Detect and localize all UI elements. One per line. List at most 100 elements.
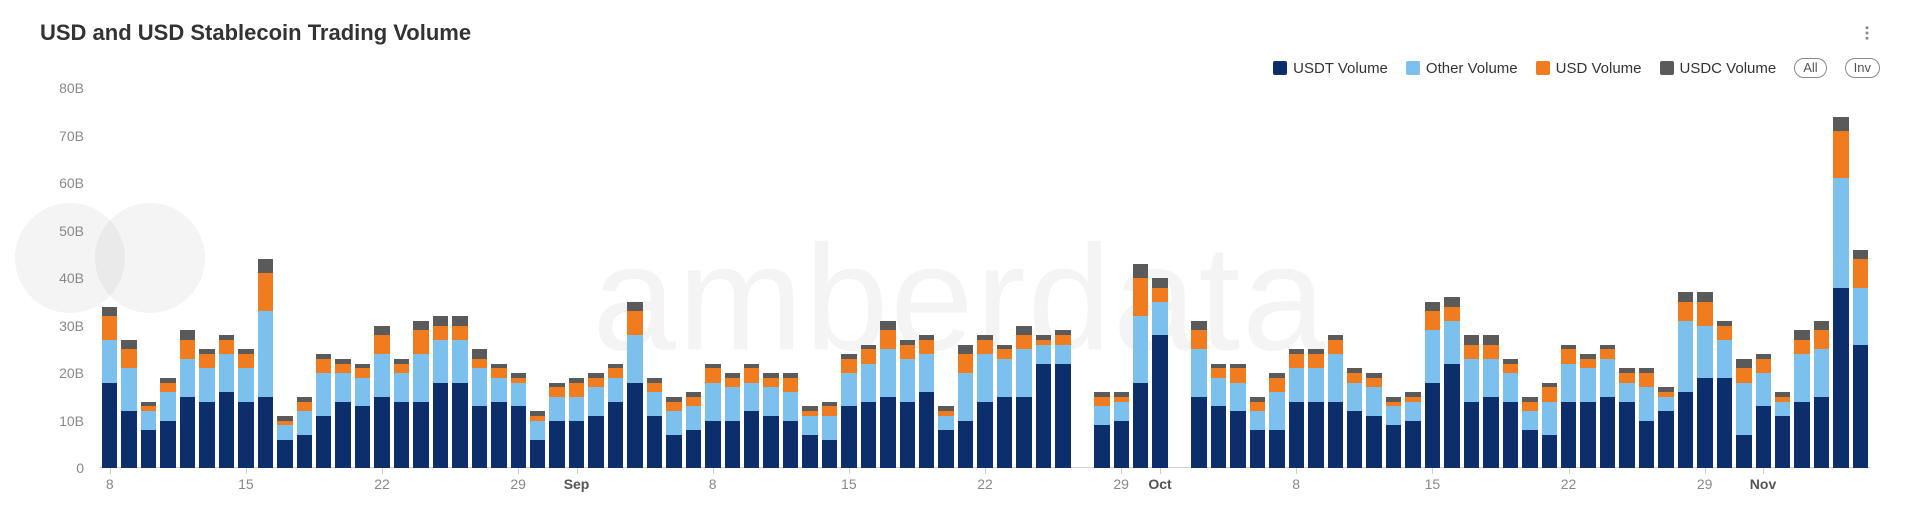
bar[interactable] [1114,88,1129,468]
legend-button-all[interactable]: All [1794,58,1826,78]
bar[interactable] [588,88,603,468]
bar-segment-usd [238,354,253,368]
bar[interactable] [880,88,895,468]
bar[interactable] [394,88,409,468]
bar[interactable] [1658,88,1673,468]
bar[interactable] [1308,88,1323,468]
bar[interactable] [1425,88,1440,468]
bar[interactable] [705,88,720,468]
bar[interactable] [608,88,623,468]
bar[interactable] [861,88,876,468]
bar[interactable] [1464,88,1479,468]
bar[interactable] [763,88,778,468]
bar[interactable] [1542,88,1557,468]
bar[interactable] [1230,88,1245,468]
bar[interactable] [1503,88,1518,468]
bar[interactable] [1289,88,1304,468]
legend-item-usdt[interactable]: USDT Volume [1273,60,1388,77]
legend-item-usd[interactable]: USD Volume [1536,60,1642,77]
bar[interactable] [1444,88,1459,468]
bar[interactable] [1814,88,1829,468]
bar[interactable] [1269,88,1284,468]
bar[interactable] [647,88,662,468]
bar[interactable] [180,88,195,468]
bar[interactable] [511,88,526,468]
bar[interactable] [1833,88,1848,468]
bar[interactable] [530,88,545,468]
bar[interactable] [102,88,117,468]
bar[interactable] [1580,88,1595,468]
legend-item-other[interactable]: Other Volume [1406,60,1518,77]
bar[interactable] [1678,88,1693,468]
legend-item-usdc[interactable]: USDC Volume [1660,60,1777,77]
legend-button-inv[interactable]: Inv [1845,58,1880,78]
bar[interactable] [1386,88,1401,468]
bar[interactable] [297,88,312,468]
bar[interactable] [549,88,564,468]
bar[interactable] [374,88,389,468]
bar[interactable] [1055,88,1070,468]
bar[interactable] [977,88,992,468]
bar[interactable] [1191,88,1206,468]
bar[interactable] [627,88,642,468]
bar[interactable] [1328,88,1343,468]
more-options-icon[interactable] [1854,20,1880,50]
bar[interactable] [997,88,1012,468]
bar[interactable] [841,88,856,468]
bar[interactable] [958,88,973,468]
bar[interactable] [355,88,370,468]
bar[interactable] [1736,88,1751,468]
bar[interactable] [1853,88,1868,468]
bar[interactable] [121,88,136,468]
bar[interactable] [258,88,273,468]
bar[interactable] [1522,88,1537,468]
bar[interactable] [491,88,506,468]
bar[interactable] [1347,88,1362,468]
bar[interactable] [900,88,915,468]
bar[interactable] [1794,88,1809,468]
bar[interactable] [919,88,934,468]
bar-segment-usdc [413,321,428,331]
bar[interactable] [199,88,214,468]
bar[interactable] [1697,88,1712,468]
bar[interactable] [1036,88,1051,468]
bar[interactable] [452,88,467,468]
bar[interactable] [938,88,953,468]
bar[interactable] [335,88,350,468]
bar[interactable] [1561,88,1576,468]
bar[interactable] [160,88,175,468]
bar[interactable] [1172,88,1187,468]
bar[interactable] [686,88,701,468]
bar[interactable] [1775,88,1790,468]
bar[interactable] [316,88,331,468]
bar[interactable] [744,88,759,468]
bar[interactable] [1250,88,1265,468]
bar[interactable] [1405,88,1420,468]
bar[interactable] [1483,88,1498,468]
bar[interactable] [1600,88,1615,468]
bar[interactable] [569,88,584,468]
bar[interactable] [1152,88,1167,468]
bar[interactable] [666,88,681,468]
bar[interactable] [1075,88,1090,468]
bar[interactable] [822,88,837,468]
bar[interactable] [1756,88,1771,468]
bar[interactable] [472,88,487,468]
bar[interactable] [1133,88,1148,468]
bar[interactable] [802,88,817,468]
bar[interactable] [219,88,234,468]
bar[interactable] [725,88,740,468]
bar[interactable] [1016,88,1031,468]
bar[interactable] [783,88,798,468]
bar[interactable] [141,88,156,468]
bar[interactable] [413,88,428,468]
bar[interactable] [1211,88,1226,468]
bar[interactable] [1366,88,1381,468]
bar[interactable] [277,88,292,468]
bar[interactable] [433,88,448,468]
bar[interactable] [1094,88,1109,468]
bar[interactable] [1619,88,1634,468]
bar[interactable] [238,88,253,468]
bar[interactable] [1639,88,1654,468]
bar[interactable] [1717,88,1732,468]
